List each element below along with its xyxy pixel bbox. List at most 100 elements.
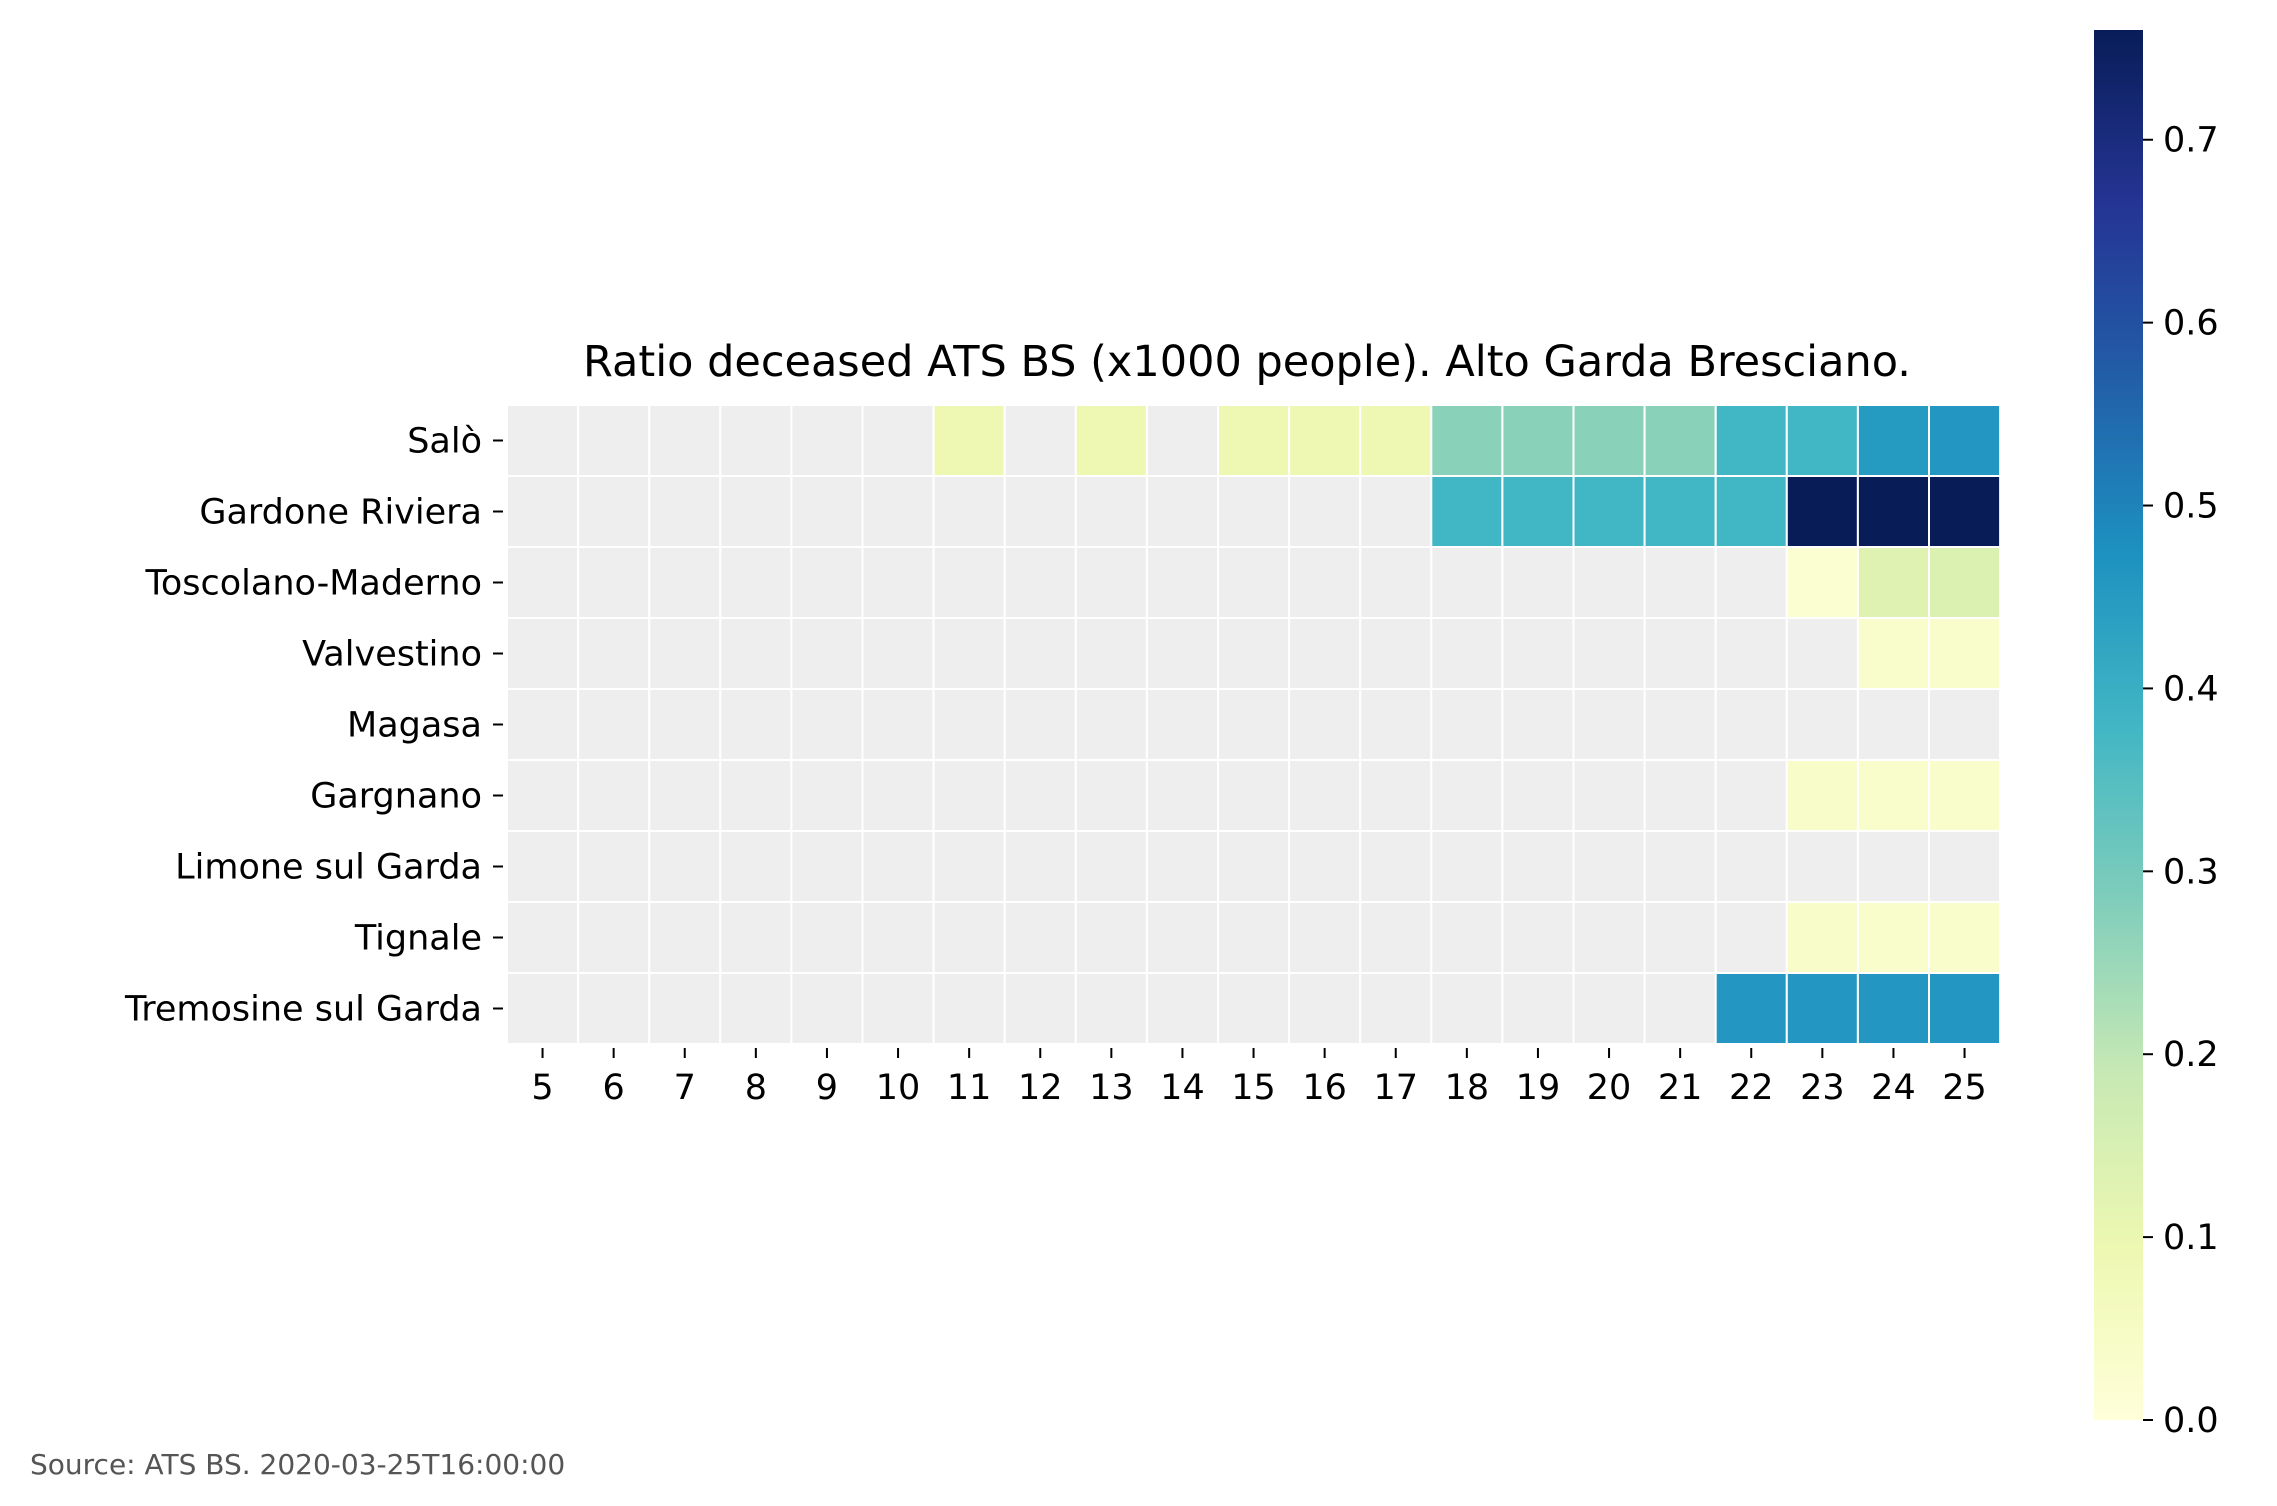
heatmap-cell [861, 901, 935, 974]
heatmap-cell [577, 546, 651, 619]
heatmap-cell [1145, 759, 1220, 832]
colorbar-tick-label: 0.5 [2163, 487, 2219, 527]
heatmap-cell [577, 404, 651, 477]
heatmap-cell [1643, 475, 1717, 548]
heatmap-cell [1928, 475, 2002, 548]
heatmap-cell [861, 830, 935, 903]
heatmap-cell [1856, 830, 1931, 903]
heatmap-cell [648, 475, 722, 548]
heatmap-cell [1288, 972, 1362, 1045]
x-tick-label: 8 [745, 1068, 767, 1108]
heatmap-cell [932, 546, 1006, 619]
x-tick-label: 15 [1231, 1068, 1276, 1108]
heatmap-cell [1074, 901, 1148, 974]
x-tick-label: 13 [1089, 1068, 1134, 1108]
heatmap-cell [932, 404, 1006, 477]
heatmap-cell [1145, 830, 1220, 903]
heatmap-cell [1928, 759, 2002, 832]
heatmap-cell [1003, 688, 1077, 761]
x-tick-label: 6 [603, 1068, 625, 1108]
heatmap-cell [1714, 475, 1788, 548]
heatmap-cell [1856, 475, 1931, 548]
heatmap-cell [1501, 759, 1575, 832]
colorbar-tick-label: 0.2 [2163, 1035, 2219, 1075]
heatmap-cell [1928, 617, 2002, 690]
x-tick-label: 20 [1587, 1068, 1632, 1108]
heatmap-cell [1359, 546, 1433, 619]
heatmap-cell [648, 759, 722, 832]
heatmap-cell [790, 901, 864, 974]
x-tick-label: 24 [1871, 1068, 1916, 1108]
heatmap-cell [861, 617, 935, 690]
heatmap-cell [861, 688, 935, 761]
heatmap-cell [506, 617, 580, 690]
heatmap-cell [1643, 546, 1717, 619]
heatmap-cell [1003, 404, 1077, 477]
y-tick-label: Tremosine sul Garda [124, 990, 482, 1030]
x-axis: 5 6 7 8 9 10 11 12 13 14 15 16 17 18 19 20 21 22 23 24 25 [531, 1048, 1987, 1108]
x-tick-label: 14 [1160, 1068, 1205, 1108]
heatmap-cell [719, 901, 793, 974]
heatmap-cell [1145, 901, 1220, 974]
heatmap-cell [1217, 404, 1291, 477]
x-tick-label: 16 [1302, 1068, 1347, 1108]
heatmap-cell [1572, 617, 1646, 690]
heatmap-cell [1359, 830, 1433, 903]
heatmap-cell [1003, 901, 1077, 974]
heatmap-cell [1430, 759, 1504, 832]
heatmap-cell [1003, 972, 1077, 1045]
heatmap-cell [1145, 404, 1220, 477]
heatmap-cell [1359, 475, 1433, 548]
colorbar [2094, 30, 2143, 1420]
heatmap-cell [1572, 404, 1646, 477]
heatmap-cell [1856, 617, 1931, 690]
heatmap-cell [1785, 546, 1859, 619]
heatmap-cell [1288, 617, 1362, 690]
heatmap-cell [577, 972, 651, 1045]
x-tick-label: 5 [531, 1068, 553, 1108]
heatmap-cell [1501, 404, 1575, 477]
y-tick-label: Valvestino [302, 635, 482, 675]
heatmap-cell [1785, 901, 1859, 974]
heatmap-cell [506, 901, 580, 974]
x-tick-label: 11 [947, 1068, 992, 1108]
heatmap-cell [790, 546, 864, 619]
heatmap-cell [1074, 546, 1148, 619]
heatmap-cell [1714, 759, 1788, 832]
x-tick-label: 10 [876, 1068, 921, 1108]
heatmap-cell [648, 617, 722, 690]
heatmap-cell [577, 688, 651, 761]
heatmap-cell [1785, 404, 1859, 477]
colorbar-axis: 0.0 0.1 0.2 0.3 0.4 0.5 0.6 0.7 [2143, 121, 2219, 1441]
heatmap-cell [1145, 688, 1220, 761]
heatmap-cell [1572, 759, 1646, 832]
heatmap-cell [1501, 830, 1575, 903]
y-tick-label: Magasa [347, 706, 482, 746]
heatmap-cell [506, 972, 580, 1045]
heatmap-cell [1928, 688, 2002, 761]
x-tick-label: 7 [674, 1068, 696, 1108]
heatmap-cell [1359, 972, 1433, 1045]
heatmap-cell [648, 546, 722, 619]
heatmap-cell [1572, 830, 1646, 903]
y-tick-label: Tignale [354, 919, 482, 959]
heatmap-cell [1217, 617, 1291, 690]
heatmap-cell [506, 688, 580, 761]
heatmap-cell [1501, 688, 1575, 761]
colorbar-tick-label: 0.7 [2163, 121, 2219, 161]
heatmap-cell [648, 404, 722, 477]
heatmap-cell [1501, 972, 1575, 1045]
heatmap-cell [1714, 688, 1788, 761]
heatmap-cell [577, 475, 651, 548]
heatmap-cell [1074, 830, 1148, 903]
heatmap-cell [1785, 759, 1859, 832]
colorbar-tick-label: 0.6 [2163, 304, 2219, 344]
heatmap-cell [1928, 830, 2002, 903]
heatmap-cell [861, 475, 935, 548]
heatmap-cell [932, 617, 1006, 690]
heatmap-cell [577, 617, 651, 690]
heatmap-cell [1288, 830, 1362, 903]
heatmap-cell [1217, 475, 1291, 548]
y-tick-label: Salò [407, 422, 482, 462]
